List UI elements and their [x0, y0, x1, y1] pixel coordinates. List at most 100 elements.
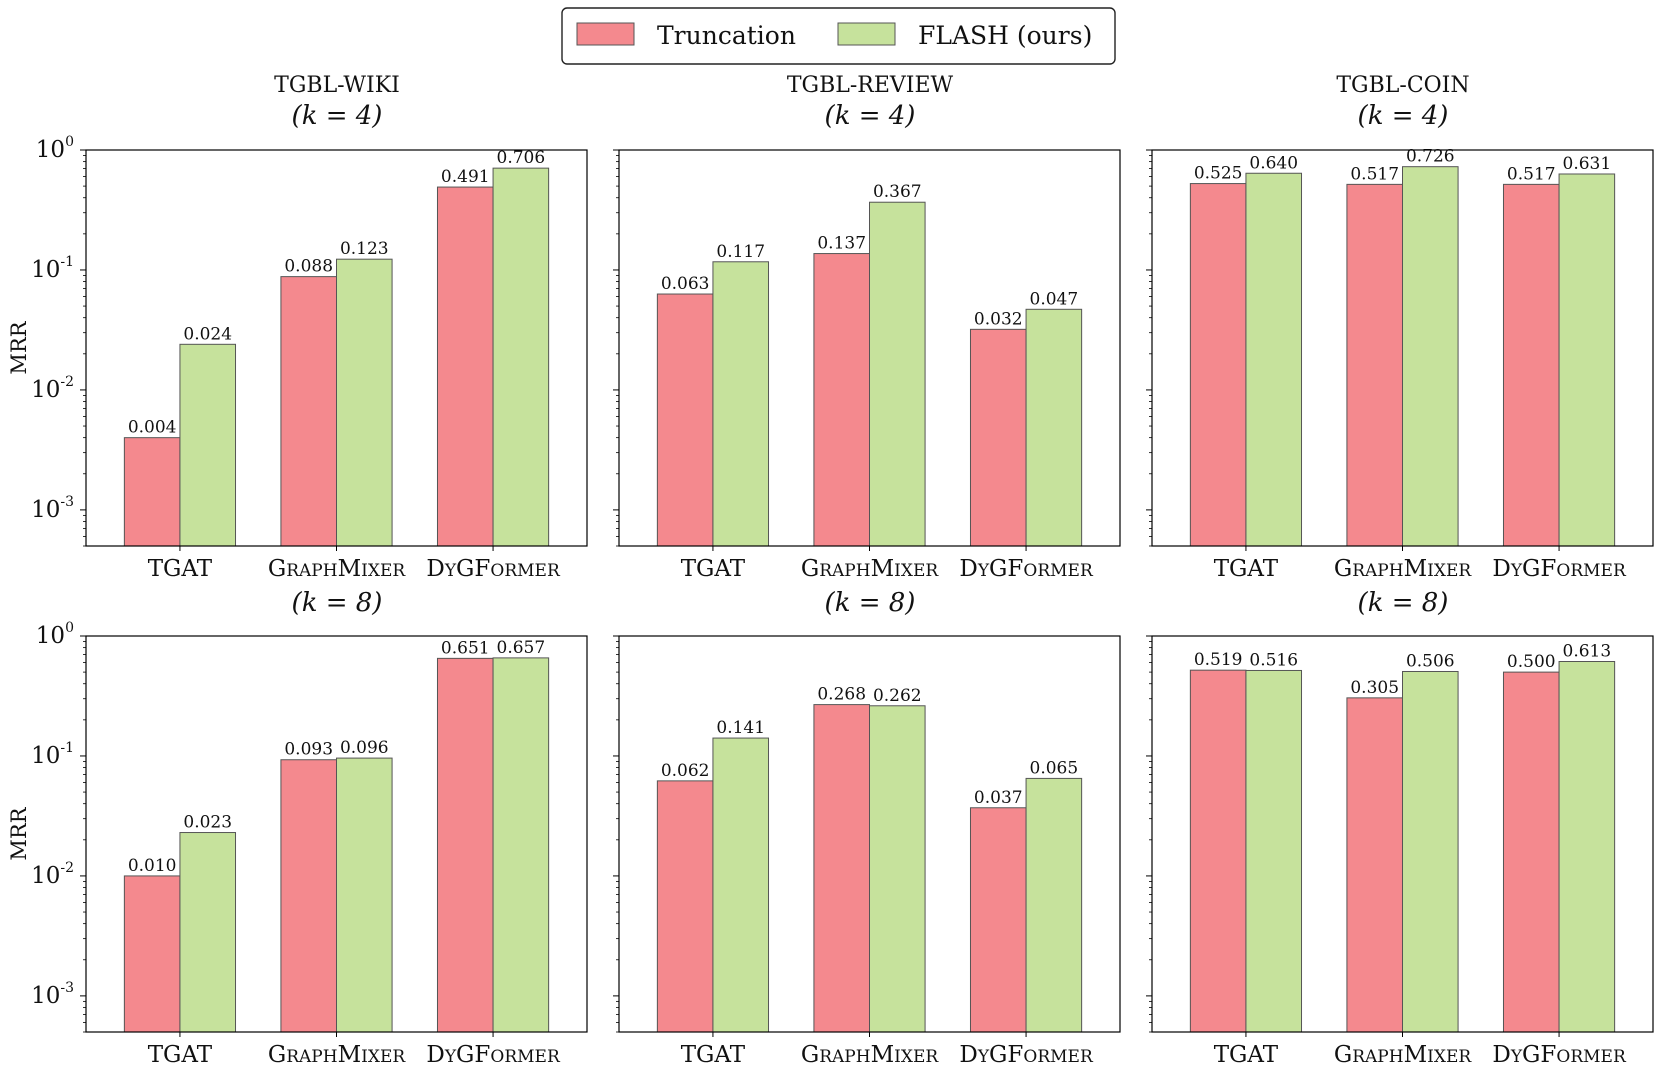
column-title-coin: TGBL-COIN [1336, 73, 1469, 98]
bar-flash-tgat [1245, 172, 1303, 547]
value-label-flash-tgat: 0.640 [1249, 153, 1298, 173]
value-label-truncation-tgat: 0.525 [1194, 164, 1243, 184]
bar-flash-graphmixer [1402, 670, 1459, 1033]
panel-review-k4: 0.063 0.117 TGAT 0.137 0.367 GRAPHMIXER 0.032 0… [613, 149, 1121, 582]
value-label-flash-graphmixer: 0.367 [873, 182, 922, 202]
value-label-truncation-tgat: 0.519 [1194, 650, 1243, 670]
x-tick-label-tgat: TGAT [148, 1042, 213, 1068]
bar-flash-graphmixer [869, 705, 926, 1033]
value-label-truncation-graphmixer: 0.305 [1350, 678, 1399, 698]
panel-coin-k8: 0.519 0.516 TGAT 0.305 0.506 GRAPHMIXER 0.500 0… [1146, 635, 1654, 1068]
plot-frame [1151, 635, 1654, 1033]
value-label-truncation-graphmixer: 0.137 [817, 234, 866, 254]
bar-truncation-graphmixer [1346, 183, 1404, 547]
bar-flash-tgat [179, 343, 237, 547]
value-label-flash-graphmixer: 0.506 [1406, 651, 1455, 671]
value-label-flash-tgat: 0.516 [1249, 650, 1298, 670]
bar-truncation-tgat [656, 293, 714, 547]
x-tick-label-graphmixer: GRAPHMIXER [1334, 1042, 1473, 1068]
bar-flash-dygformer [492, 657, 550, 1033]
value-label-flash-dygformer: 0.047 [1030, 289, 1079, 309]
bar-flash-tgat [1245, 669, 1303, 1033]
bar-flash-tgat [179, 832, 237, 1033]
bar-truncation-dygformer [436, 657, 494, 1033]
value-label-truncation-tgat: 0.062 [661, 761, 710, 781]
y-tick-label: 10-1 [31, 740, 74, 769]
panel-wiki-k4: 0.004 0.024 TGAT 0.088 0.123 GRAPHMIXER 0.491 0… [7, 134, 588, 582]
row-label-k4-wiki: (k = 4) [292, 101, 383, 131]
x-tick-label-dygformer: DYGFORMER [959, 556, 1094, 582]
value-label-flash-graphmixer: 0.262 [873, 686, 922, 706]
bar-flash-dygformer [1558, 173, 1616, 547]
panel-review-k8: 0.062 0.141 TGAT 0.268 0.262 GRAPHMIXER 0.037 0… [613, 635, 1121, 1068]
legend-swatch-truncation [576, 22, 635, 46]
x-tick-label-tgat: TGAT [1214, 556, 1279, 582]
value-label-flash-tgat: 0.024 [183, 324, 232, 344]
x-tick-label-tgat: TGAT [681, 556, 746, 582]
x-tick-label-tgat: TGAT [681, 1042, 746, 1068]
x-tick-label-graphmixer: GRAPHMIXER [801, 1042, 940, 1068]
value-label-flash-dygformer: 0.065 [1030, 758, 1079, 778]
value-label-truncation-dygformer: 0.517 [1507, 164, 1556, 184]
x-tick-label-dygformer: DYGFORMER [1492, 556, 1627, 582]
bar-flash-dygformer [492, 167, 550, 547]
column-title-review: TGBL-REVIEW [787, 73, 954, 98]
bar-flash-graphmixer [1402, 166, 1459, 547]
value-label-flash-graphmixer: 0.096 [340, 738, 389, 758]
x-tick-label-graphmixer: GRAPHMIXER [1334, 556, 1473, 582]
plot-frame [618, 635, 1121, 1033]
value-label-truncation-tgat: 0.004 [128, 418, 177, 438]
panel-wiki-k8: 0.010 0.023 TGAT 0.093 0.096 GRAPHMIXER 0.651 0… [7, 620, 588, 1068]
legend-swatch-flash [837, 22, 896, 46]
value-label-flash-graphmixer: 0.123 [340, 239, 389, 259]
bar-flash-tgat [712, 737, 770, 1033]
value-label-truncation-dygformer: 0.032 [974, 309, 1023, 329]
x-tick-label-dygformer: DYGFORMER [426, 556, 561, 582]
y-tick-label: 100 [36, 134, 74, 163]
bar-truncation-tgat [656, 780, 714, 1033]
bar-truncation-tgat [1189, 183, 1247, 547]
value-label-flash-dygformer: 0.706 [497, 148, 546, 168]
bar-flash-dygformer [1025, 777, 1083, 1033]
x-tick-label-graphmixer: GRAPHMIXER [268, 1042, 407, 1068]
bar-flash-tgat [712, 261, 770, 547]
plot-frame [85, 635, 588, 1033]
y-tick-label: 10-2 [31, 860, 74, 889]
value-label-truncation-dygformer: 0.651 [441, 638, 490, 658]
bar-truncation-graphmixer [813, 704, 870, 1033]
legend-label-truncation: Truncation [657, 21, 796, 50]
row-label-k4-review: (k = 4) [825, 101, 916, 131]
bar-flash-graphmixer [336, 757, 393, 1033]
bar-truncation-dygformer [1502, 183, 1560, 547]
bar-truncation-graphmixer [1346, 697, 1404, 1033]
y-tick-label: 10-2 [31, 374, 74, 403]
value-label-truncation-graphmixer: 0.268 [817, 685, 866, 705]
value-label-flash-tgat: 0.023 [183, 813, 232, 833]
value-label-truncation-graphmixer: 0.088 [284, 257, 333, 277]
x-tick-label-dygformer: DYGFORMER [426, 1042, 561, 1068]
bar-flash-graphmixer [336, 258, 393, 547]
legend: Truncation FLASH (ours) [561, 7, 1116, 65]
y-axis-label: MRR [7, 320, 31, 374]
plot-frame [1151, 149, 1654, 547]
bar-truncation-graphmixer [280, 759, 338, 1033]
legend-label-flash: FLASH (ours) [918, 21, 1092, 50]
plot-frame [85, 149, 588, 547]
value-label-truncation-dygformer: 0.037 [974, 788, 1023, 808]
value-label-flash-tgat: 0.141 [716, 718, 765, 738]
plot-frame [618, 149, 1121, 547]
bar-flash-dygformer [1558, 661, 1616, 1033]
y-tick-label: 10-3 [31, 980, 74, 1009]
value-label-truncation-dygformer: 0.500 [1507, 652, 1556, 672]
value-label-flash-tgat: 0.117 [716, 242, 765, 262]
bar-truncation-tgat [123, 875, 181, 1033]
bar-truncation-dygformer [1502, 671, 1560, 1033]
bar-truncation-tgat [123, 437, 181, 547]
value-label-truncation-tgat: 0.063 [661, 274, 710, 294]
value-label-flash-dygformer: 0.657 [497, 638, 546, 658]
y-tick-label: 100 [36, 620, 74, 649]
x-tick-label-tgat: TGAT [1214, 1042, 1279, 1068]
row-label-k8-coin: (k = 8) [1358, 588, 1449, 618]
y-axis-label: MRR [7, 806, 31, 860]
